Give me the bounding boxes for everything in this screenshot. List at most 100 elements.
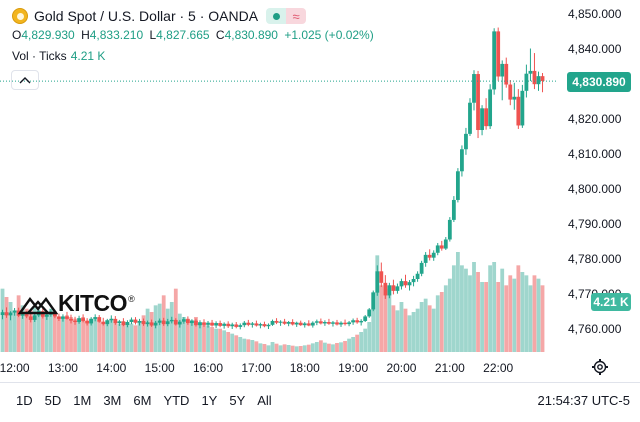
candle-body — [125, 322, 130, 326]
candle-body — [28, 316, 33, 320]
candle-body — [371, 292, 376, 310]
volume-bar — [331, 344, 335, 352]
high-label: H — [81, 28, 90, 42]
volume-bar — [327, 343, 331, 352]
open-label: O — [12, 28, 22, 42]
volume-bar — [28, 310, 33, 352]
timeframe-6m[interactable]: 6M — [133, 393, 152, 408]
timeframe-3m[interactable]: 3M — [103, 393, 122, 408]
candle-body — [262, 324, 267, 327]
volume-bar — [480, 282, 484, 352]
time-tick-label: 13:00 — [48, 361, 78, 375]
timeframe-all[interactable]: All — [257, 393, 272, 408]
chevron-up-icon — [19, 77, 31, 84]
volume-bar — [61, 318, 65, 352]
volume-bar — [451, 265, 456, 352]
volume-bar — [194, 317, 198, 352]
candle-body — [427, 254, 432, 258]
candle-body — [165, 321, 170, 325]
candle-body — [367, 309, 372, 317]
candlesticks — [0, 27, 545, 330]
market-status-pill[interactable]: ≈ — [266, 8, 307, 24]
candle-body — [230, 324, 235, 327]
candle-body — [185, 319, 190, 324]
volume-bar — [190, 320, 194, 352]
candle-body — [270, 320, 275, 325]
candle-body — [504, 63, 509, 85]
candle-body — [484, 108, 488, 127]
candle-body — [516, 96, 521, 126]
volume-bar — [383, 288, 388, 352]
candle-body — [157, 320, 162, 323]
kitco-mountain-icon — [18, 296, 58, 314]
volume-bar — [16, 295, 21, 352]
volume-bar — [109, 318, 114, 352]
candle-body — [0, 312, 5, 316]
volume-bar — [460, 265, 464, 352]
volume-bar — [258, 343, 263, 352]
timeframe-5d[interactable]: 5D — [44, 393, 62, 408]
timeframe-1y[interactable]: 1Y — [201, 393, 218, 408]
volume-label[interactable]: Vol · Ticks — [12, 49, 67, 63]
candle-body — [61, 316, 65, 319]
candle-body — [351, 320, 356, 323]
price-tick-label: 4,800.000 — [568, 182, 622, 196]
candle-body — [278, 321, 283, 323]
price-tick-label: 4,790.000 — [568, 217, 622, 231]
candle-body — [40, 311, 45, 317]
chart-settings-button[interactable] — [591, 358, 609, 381]
volume-bar — [391, 305, 396, 352]
volume-bar — [496, 282, 501, 352]
volume-bar — [149, 312, 154, 352]
price-tick-label: 4,760.000 — [568, 322, 622, 336]
collapse-legend-button[interactable] — [11, 70, 39, 90]
timeframe-5y[interactable]: 5Y — [229, 393, 246, 408]
timeframe-1d[interactable]: 1D — [16, 393, 33, 408]
timeframe-1m[interactable]: 1M — [73, 393, 92, 408]
candle-body — [117, 321, 122, 324]
volume-bar — [528, 285, 533, 352]
volume-bar — [141, 315, 146, 352]
volume-bar — [423, 298, 428, 352]
volume-bar — [379, 285, 384, 352]
time-tick-label: 12:00 — [0, 361, 30, 375]
candle-body — [496, 31, 501, 77]
volume-bar — [242, 338, 247, 352]
candle-body — [439, 245, 444, 249]
volume-bar — [274, 343, 279, 352]
last-volume-tag: 4.21 K — [591, 293, 631, 311]
candle-body — [65, 316, 69, 319]
candle-body — [331, 322, 335, 324]
volume-bar — [113, 322, 118, 352]
volume-bar — [512, 278, 517, 352]
volume-bar — [262, 344, 267, 352]
volume-bar — [266, 345, 271, 352]
volume-bar — [0, 288, 5, 352]
candle-body — [141, 320, 146, 325]
timezone-clock[interactable]: 21:54:37 UTC-5 — [537, 393, 631, 408]
timeframe-ytd[interactable]: YTD — [163, 393, 190, 408]
candle-body — [512, 96, 517, 100]
candle-body — [24, 314, 29, 317]
candle-body — [242, 322, 247, 326]
candle-body — [375, 271, 380, 293]
candle-body — [12, 310, 17, 313]
volume-bar — [85, 320, 90, 352]
candle-body — [20, 314, 25, 316]
volume-bar — [351, 337, 356, 352]
volume-bar — [8, 302, 13, 352]
candle-body — [266, 324, 271, 327]
candle-body — [93, 317, 98, 319]
symbol-title[interactable]: Gold Spot / U.S. Dollar · 5 · OANDA — [34, 8, 259, 24]
candle-body — [528, 70, 533, 74]
volume-bar — [443, 285, 448, 352]
volume-bar — [314, 342, 319, 352]
volume-bar — [355, 334, 360, 352]
volume-bar — [254, 341, 259, 352]
volume-bar — [447, 278, 452, 352]
volume-bar — [129, 323, 134, 352]
volume-bar — [57, 317, 61, 352]
time-tick-label: 20:00 — [386, 361, 416, 375]
time-tick-label: 14:00 — [96, 361, 126, 375]
